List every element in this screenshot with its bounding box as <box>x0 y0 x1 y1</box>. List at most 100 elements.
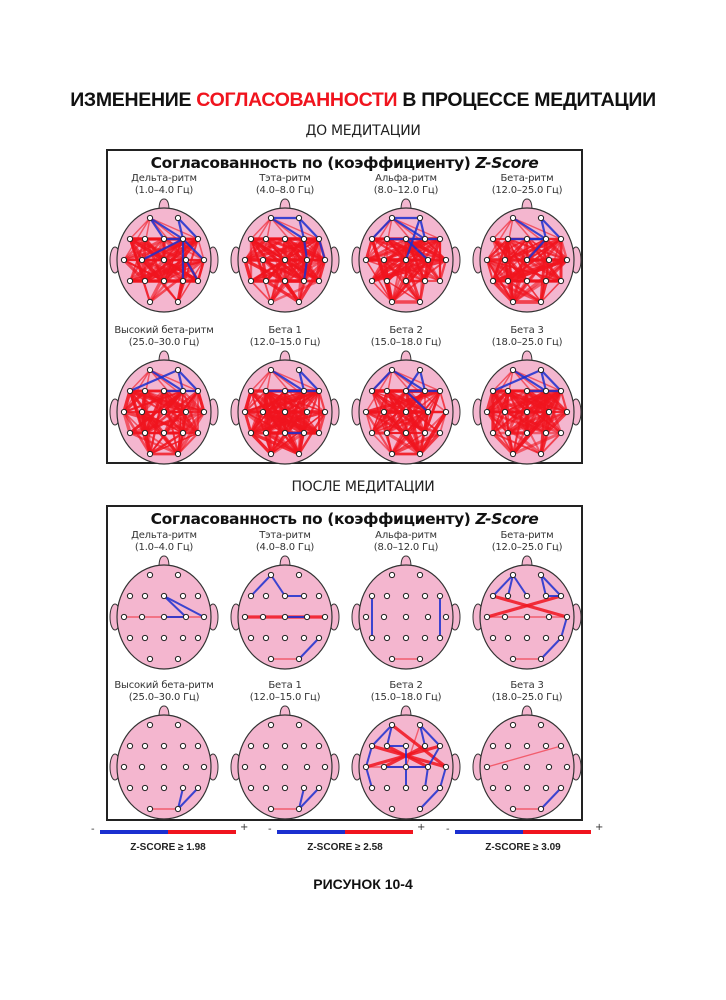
electrode-fz <box>523 592 531 600</box>
coherence-positive <box>385 279 394 304</box>
electrode-c4 <box>424 763 432 771</box>
electrode-fp1 <box>146 214 154 222</box>
coherence-positive <box>162 410 185 435</box>
electrode-f7 <box>247 235 255 243</box>
band-range: (12.0–15.0 Гц) <box>249 692 321 703</box>
electrode-pz <box>281 277 289 285</box>
electrode-fz <box>281 742 289 750</box>
coherence-negative <box>140 237 185 262</box>
electrode-c3 <box>138 408 146 416</box>
coherence-positive <box>243 410 253 435</box>
electrode-f4 <box>421 742 429 750</box>
panel-title-text: Согласованность по (коэффициенту) <box>150 510 476 528</box>
band-range: (12.0–25.0 Гц) <box>491 185 563 196</box>
electrode-f7 <box>247 387 255 395</box>
coherence-negative <box>540 787 562 810</box>
electrode-t6 <box>315 634 323 642</box>
nose-icon <box>279 555 291 568</box>
nose-icon <box>521 705 533 718</box>
coherence-positive <box>371 280 393 303</box>
electrode-p4 <box>542 277 550 285</box>
electrode-t3 <box>120 613 128 621</box>
electrode-c4 <box>424 408 432 416</box>
coherence-positive <box>122 389 185 414</box>
electrode-fp1 <box>509 721 517 729</box>
head-map <box>351 198 461 313</box>
band-name: Альфа-ритм <box>375 173 437 184</box>
electrode-o2 <box>174 298 182 306</box>
coherence-positive <box>270 217 308 261</box>
panel-title-italic: Z-Score <box>475 154 539 172</box>
electrode-fz <box>402 387 410 395</box>
coherence-positive <box>511 431 563 456</box>
electrode-c3 <box>259 613 267 621</box>
electrode-p3 <box>383 277 391 285</box>
electrode-fp1 <box>146 366 154 374</box>
electrode-o2 <box>416 805 424 813</box>
positive-color-bar <box>345 830 413 834</box>
head-label: Бета 1 (12.0–15.0 Гц) <box>225 325 345 349</box>
electrode-p4 <box>542 634 550 642</box>
coherence-positive <box>506 258 569 283</box>
electrode-pz <box>523 277 531 285</box>
negative-color-bar <box>100 830 168 834</box>
minus-sign: - <box>91 824 95 835</box>
band-name: Дельта-ритм <box>131 530 197 541</box>
electrode-t6 <box>436 634 444 642</box>
electrode-p3 <box>262 429 270 437</box>
coherence-positive <box>404 279 422 304</box>
electrode-f4 <box>179 387 187 395</box>
electrode-pz <box>281 784 289 792</box>
electrode-f8 <box>436 592 444 600</box>
coherence-negative <box>512 574 528 597</box>
electrode-t3 <box>362 613 370 621</box>
nose-icon <box>400 555 412 568</box>
electrode-f7 <box>368 592 376 600</box>
electrode-o1 <box>509 655 517 663</box>
electrode-c3 <box>380 763 388 771</box>
electrode-t3 <box>483 763 491 771</box>
coherence-negative <box>419 787 441 810</box>
electrode-fp1 <box>146 721 154 729</box>
coherence-positive <box>177 280 184 303</box>
band-range: (4.0–8.0 Гц) <box>255 185 315 196</box>
electrode-p3 <box>262 277 270 285</box>
coherence-negative <box>177 787 199 810</box>
band-range: (25.0–30.0 Гц) <box>128 337 200 348</box>
coherence-positive <box>128 410 206 435</box>
nose-icon <box>158 705 170 718</box>
coherence-positive <box>264 279 301 304</box>
electrode-fp2 <box>295 571 303 579</box>
electrode-fp1 <box>267 721 275 729</box>
electrode-t4 <box>321 256 329 264</box>
electrode-f3 <box>504 387 512 395</box>
electrode-t3 <box>241 613 249 621</box>
coherence-positive <box>492 217 514 240</box>
electrode-pz <box>281 429 289 437</box>
band-range: (8.0–12.0 Гц) <box>373 185 439 196</box>
coherence-positive <box>250 369 272 392</box>
coherence-positive <box>390 431 408 456</box>
coherence-negative <box>370 216 394 241</box>
coherence-positive <box>512 217 562 240</box>
coherence-positive <box>491 258 507 283</box>
electrode-t4 <box>200 408 208 416</box>
band-name: Высокий бета-ритм <box>114 325 214 336</box>
electrode-o2 <box>537 450 545 458</box>
coherence-negative <box>298 637 320 660</box>
coherence-positive <box>512 369 562 392</box>
band-name: Бета 1 <box>268 680 302 691</box>
electrode-t4 <box>200 763 208 771</box>
electrode-t6 <box>194 784 202 792</box>
coherence-positive <box>485 389 510 414</box>
coherence-positive <box>418 410 448 456</box>
nose-icon <box>521 350 533 363</box>
electrode-p3 <box>383 784 391 792</box>
electrode-t3 <box>362 408 370 416</box>
coherence-positive <box>122 389 132 414</box>
coherence-negative <box>492 574 514 597</box>
electrode-f3 <box>504 235 512 243</box>
coherence-positive <box>144 259 205 282</box>
coherence-positive <box>371 411 407 434</box>
coherence-negative <box>511 368 548 393</box>
